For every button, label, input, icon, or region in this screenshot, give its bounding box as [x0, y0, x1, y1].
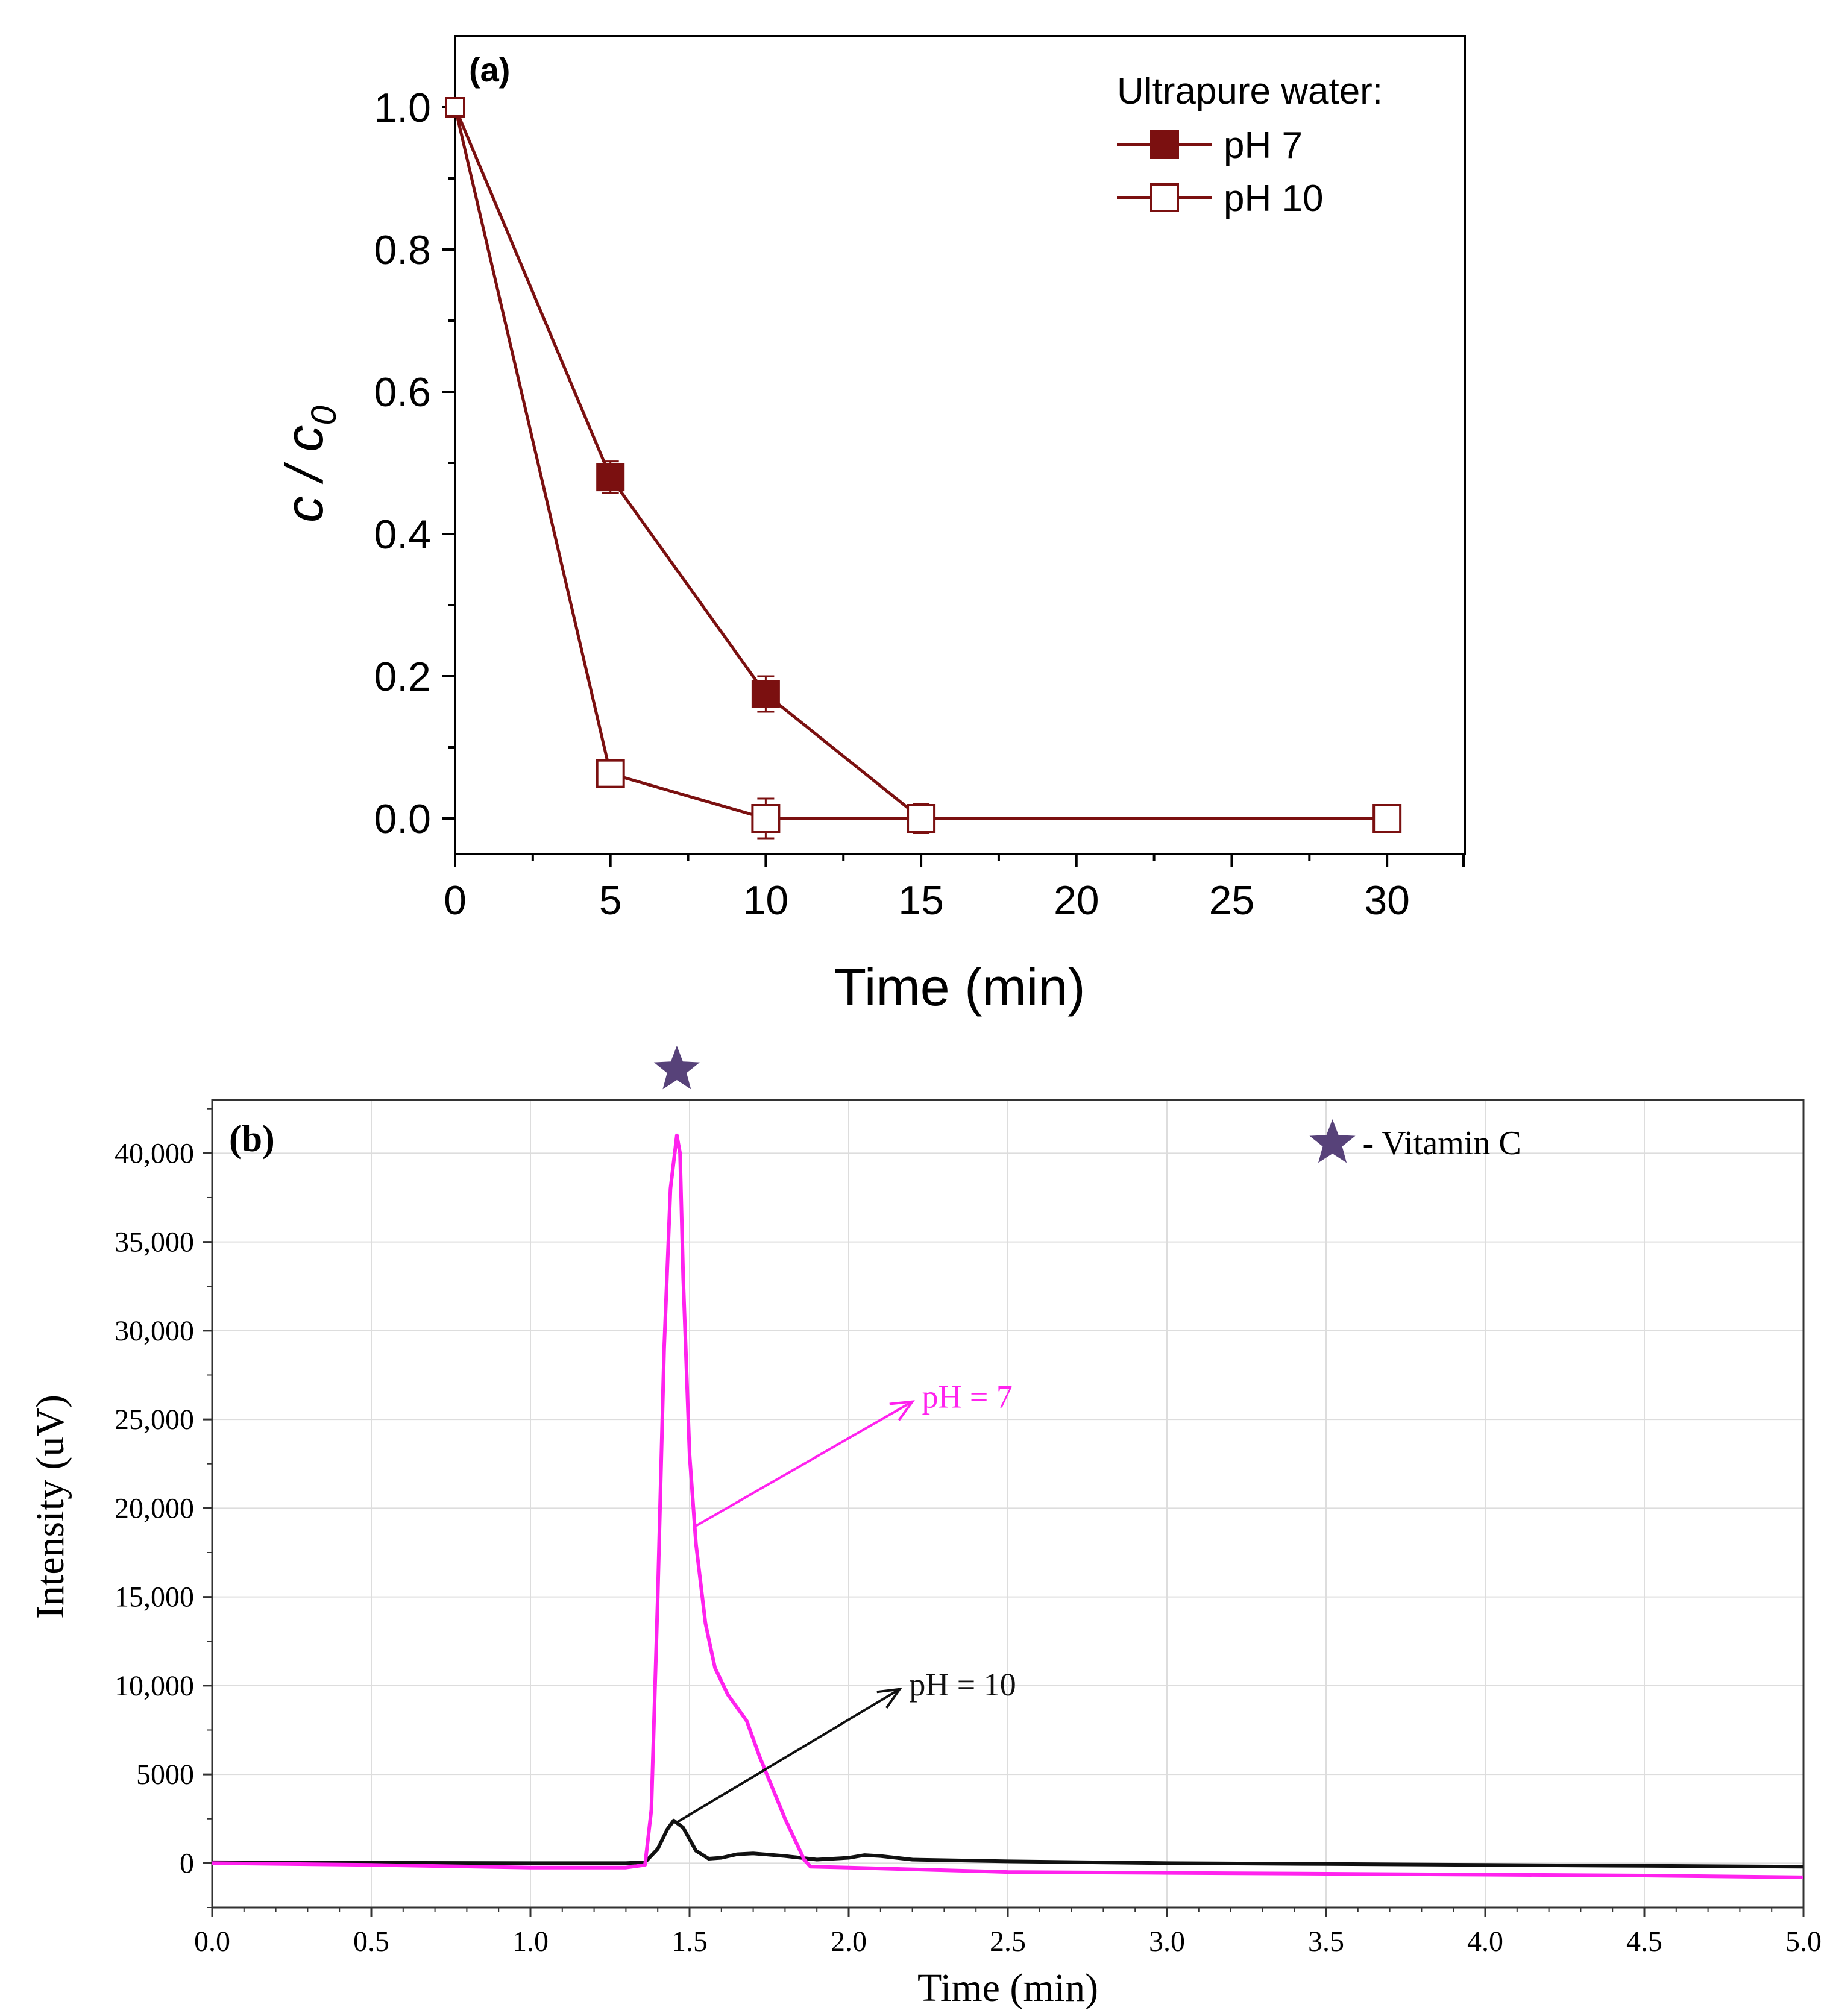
chart-b-y-tick-label: 20,000	[115, 1492, 194, 1524]
chart-b-x-tick-label: 4.0	[1467, 1926, 1503, 1958]
chart-a-legend-label-ph10: pH 10	[1224, 178, 1323, 219]
chart-a-x-tick-label: 15	[898, 878, 944, 923]
chart-a-x-tick-label: 30	[1364, 878, 1410, 923]
chart-b-y-tick-label: 0	[180, 1847, 194, 1879]
chart-b-legend-label: - Vitamin C	[1363, 1125, 1521, 1162]
chart-a-y-tick-label: 0.4	[374, 512, 431, 557]
chart-a-x-tick-label: 5	[599, 878, 622, 923]
chart-b-series-line-ph7	[212, 1133, 1804, 1879]
chart-a-point-ph10	[907, 804, 936, 833]
chart-b-x-tick-label: 3.5	[1308, 1926, 1344, 1958]
chart-b-legend-star-icon	[1309, 1119, 1356, 1163]
chart-b-y-axis-label: Intensity (uV)	[28, 1395, 72, 1619]
chart-a-legend-marker-ph10	[1150, 183, 1179, 212]
chart-a-x-tick-label: 0	[444, 878, 467, 923]
chart-b-x-tick-label: 5.0	[1785, 1926, 1822, 1958]
chart-b-x-tick-label: 4.5	[1626, 1926, 1662, 1958]
chart-a-y-axis-label-sub: 0	[304, 406, 344, 425]
chart-b-y-tick-label: 25,000	[115, 1404, 194, 1436]
chart-b-peak-star-icon	[653, 1046, 700, 1090]
chart-a-y-tick-label: 0.0	[374, 796, 431, 842]
chart-b-y-tick-label: 10,000	[115, 1670, 194, 1702]
chart-b-chromatogram: 0.0 0.5 1.0 1.5 2.0 2.5 3.0 3.5 4.0 4.5 5.0 0 5000 10…	[28, 1046, 1822, 2010]
chart-b-x-tick-label: 3.0	[1149, 1926, 1185, 1958]
chart-b-annotation-arrow-ph7-shaft	[695, 1400, 913, 1527]
chart-b-x-tick-label: 0.5	[353, 1926, 389, 1958]
chart-b-y-tick-label: 30,000	[115, 1315, 194, 1347]
chart-b-x-tick-label: 2.0	[831, 1926, 867, 1958]
chart-b-annotation-ph7: pH = 7	[922, 1379, 1012, 1415]
chart-a-legend-marker-ph7	[1150, 130, 1179, 159]
chart-b-y-tick-label: 35,000	[115, 1226, 194, 1258]
chart-a-plot-frame	[454, 35, 1466, 855]
chart-b-y-tick-label: 15,000	[115, 1581, 194, 1613]
chart-a-y-tick-label: 0.6	[374, 369, 431, 415]
chart-a-y-axis-label: c / c0	[274, 406, 344, 523]
chart-b-panel-label: (b)	[229, 1119, 275, 1160]
chart-a-point-ph10	[751, 804, 781, 833]
chart-a-point-ph7	[596, 463, 625, 492]
chart-a-point-ph10	[596, 759, 625, 788]
chart-a-legend-label-ph7: pH 7	[1224, 125, 1303, 166]
chart-a-decay: 0 5 10 15 20 25 30 0.0 0.2 0.4 0.6 0.8 1.0 (a) Ultra…	[274, 35, 1466, 1017]
chart-a-x-axis-label: Time (min)	[834, 957, 1085, 1017]
chart-b-annotation-arrow-ph10-head	[876, 1688, 902, 1709]
chart-a-y-axis-label-main: c / c	[274, 425, 334, 522]
chart-a-point-ph10	[445, 97, 465, 118]
chart-b-annotation-ph10: pH = 10	[909, 1666, 1016, 1703]
chart-a-x-tick-label: 10	[743, 878, 789, 923]
chart-a-y-tick-label: 0.8	[374, 227, 431, 273]
chart-b-x-axis-label: Time (min)	[917, 1966, 1098, 2010]
chart-a-point-ph7	[751, 680, 780, 708]
chart-b-y-tick-label: 40,000	[115, 1137, 194, 1169]
chart-a-x-tick-label: 20	[1054, 878, 1099, 923]
chart-b-annotation-arrow-ph7-head	[889, 1400, 915, 1421]
chart-b-y-tick-label: 5000	[136, 1759, 194, 1791]
chart-b-x-tick-label: 1.5	[671, 1926, 708, 1958]
chart-a-y-tick-label: 0.2	[374, 654, 431, 700]
chart-b-annotation-arrow-ph10-shaft	[676, 1688, 901, 1824]
chart-a-point-ph10	[1372, 804, 1402, 833]
chart-b-x-tick-label: 0.0	[194, 1926, 230, 1958]
chart-a-panel-label: (a)	[469, 51, 510, 89]
chart-a-legend-title: Ultrapure water:	[1117, 71, 1383, 112]
chart-a-y-tick-label: 1.0	[374, 85, 431, 131]
chart-b-x-tick-label: 1.0	[512, 1926, 549, 1958]
chart-a-x-tick-label: 25	[1209, 878, 1255, 923]
chart-b-x-tick-label: 2.5	[990, 1926, 1026, 1958]
